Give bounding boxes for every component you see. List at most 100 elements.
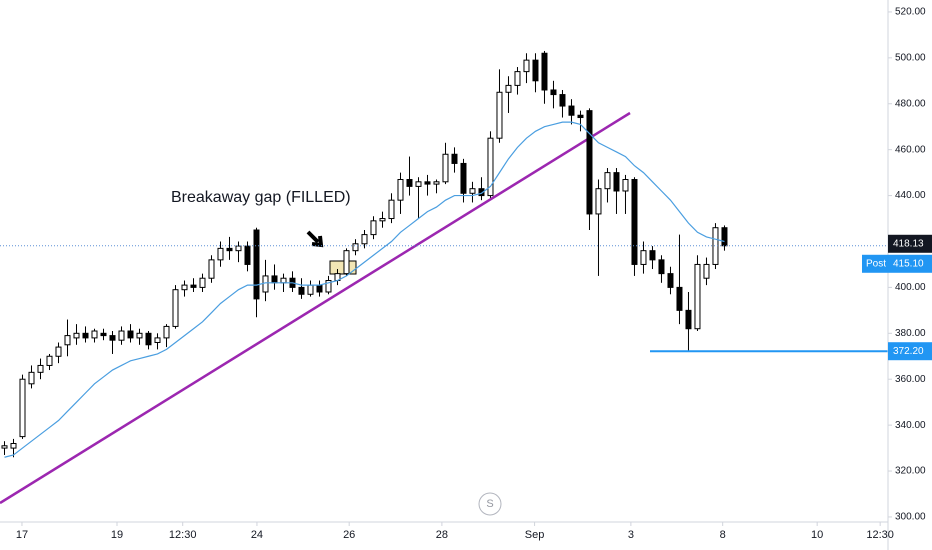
candle-body — [451, 153, 458, 164]
candle-body — [397, 179, 404, 201]
candle-body — [658, 259, 665, 275]
candle-body — [622, 179, 629, 192]
candle-body — [325, 280, 332, 293]
candle-body — [46, 355, 53, 366]
post-name-box — [862, 254, 888, 273]
x-tick-label: 10 — [811, 529, 823, 541]
y-tick-label: 500.00 — [895, 52, 926, 63]
candle-body — [352, 243, 359, 252]
y-tick-label: 440.00 — [895, 190, 926, 201]
candle-body — [586, 110, 593, 215]
x-tick-label: 12:30 — [866, 529, 894, 541]
candle-body — [307, 284, 314, 295]
candle-body — [631, 179, 638, 265]
candle-body — [244, 245, 251, 265]
candle-body — [253, 229, 260, 300]
candle-body — [10, 442, 17, 449]
candle-body — [415, 181, 422, 187]
x-tick-label: 28 — [436, 529, 448, 541]
post-name: Post — [866, 258, 886, 269]
candle-body — [604, 172, 611, 190]
candle-body — [649, 250, 656, 261]
gap-box — [329, 260, 357, 275]
candle-body — [703, 263, 710, 279]
trend-line — [0, 111, 631, 505]
candle-body — [127, 330, 134, 339]
y-tick-label: 300.00 — [895, 512, 926, 523]
candle-body — [478, 188, 485, 197]
candle-body — [370, 220, 377, 236]
candle-body — [55, 346, 62, 357]
candle-body — [532, 59, 539, 82]
candle-body — [640, 250, 647, 265]
candle-body — [316, 284, 323, 293]
candle-body — [406, 179, 413, 187]
y-tick-label: 380.00 — [895, 328, 926, 339]
candle-body — [82, 332, 89, 339]
candle-body — [298, 286, 305, 295]
candle-body — [199, 277, 206, 288]
candle-body — [190, 284, 197, 288]
candle-body — [181, 284, 188, 291]
moving-average — [4, 121, 725, 458]
candle-body — [613, 172, 620, 192]
y-tick-label: 360.00 — [895, 374, 926, 385]
candle-body — [667, 273, 674, 288]
candle-body — [280, 277, 287, 284]
y-tick-label: 520.00 — [895, 7, 926, 18]
candle-body — [577, 114, 584, 119]
annotation: Breakaway gap (FILLED) — [166, 185, 357, 275]
x-tick-label: 12:30 — [169, 529, 197, 541]
x-tick-label: 17 — [16, 529, 28, 541]
candle-body — [460, 162, 467, 194]
level-label-box — [888, 342, 932, 361]
annotation-text: Breakaway gap (FILLED) — [171, 189, 351, 206]
candle-body — [37, 364, 44, 373]
candle-body — [100, 332, 107, 337]
candle-body — [217, 247, 224, 261]
y-tick-label: 460.00 — [895, 144, 926, 155]
candle-body — [424, 181, 431, 185]
candle-body — [235, 245, 242, 252]
candle-body — [361, 234, 368, 245]
candle-body — [550, 89, 557, 96]
candle-body — [721, 227, 728, 247]
x-tick-label: 19 — [111, 529, 123, 541]
candle-body — [541, 52, 548, 91]
x-tick-label: 3 — [628, 529, 634, 541]
candle-body — [91, 330, 98, 339]
candle-body — [208, 259, 215, 279]
candle-body — [595, 188, 602, 215]
last-price-label-box — [888, 234, 932, 253]
candle-body — [28, 371, 35, 385]
candle-body — [379, 218, 386, 222]
x-tick-label: 26 — [343, 529, 355, 541]
candle-body — [676, 286, 683, 311]
candle-body — [163, 325, 170, 339]
x-tick-label: Sep — [525, 529, 545, 541]
candle-body — [172, 289, 179, 327]
post-price-label: 415.10 — [893, 258, 924, 269]
candle-body — [388, 199, 395, 220]
candle-body — [226, 247, 233, 252]
candle-body — [514, 71, 521, 86]
candle-body — [118, 330, 125, 341]
candle-body — [496, 91, 503, 139]
candle-body — [73, 332, 80, 339]
candle-body — [64, 335, 71, 346]
price-axis — [888, 0, 932, 550]
candle-body — [1, 445, 8, 449]
y-tick-label: 340.00 — [895, 420, 926, 431]
annotation-box — [166, 185, 340, 211]
x-tick-label: 24 — [251, 529, 263, 541]
y-tick-label: 400.00 — [895, 282, 926, 293]
candle-body — [19, 378, 26, 438]
candle-body — [523, 59, 530, 73]
candle-body — [568, 105, 575, 116]
level-label: 372.20 — [893, 346, 924, 357]
candle-body — [559, 94, 566, 107]
watermark-circle — [478, 492, 502, 516]
candle-body — [487, 137, 494, 197]
x-tick-label: 8 — [720, 529, 726, 541]
